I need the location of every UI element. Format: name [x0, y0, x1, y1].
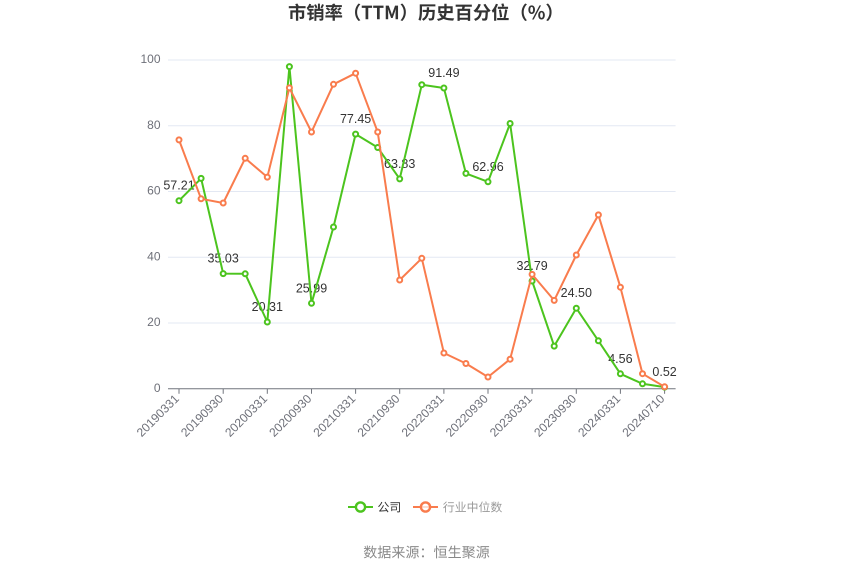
svg-text:32.79: 32.79 — [516, 259, 547, 273]
svg-text:4.56: 4.56 — [608, 352, 632, 366]
svg-text:62.96: 62.96 — [472, 160, 503, 174]
svg-text:25.99: 25.99 — [296, 281, 327, 295]
svg-text:20: 20 — [147, 315, 161, 329]
svg-text:0.52: 0.52 — [652, 365, 676, 379]
svg-text:77.45: 77.45 — [340, 112, 371, 126]
svg-text:91.49: 91.49 — [428, 66, 459, 80]
svg-text:24.50: 24.50 — [561, 286, 592, 300]
svg-text:40: 40 — [147, 249, 161, 263]
svg-text:80: 80 — [147, 118, 161, 132]
svg-text:100: 100 — [140, 52, 160, 66]
svg-text:57.21: 57.21 — [163, 179, 194, 193]
svg-text:35.03: 35.03 — [208, 252, 239, 266]
svg-text:60: 60 — [147, 184, 161, 198]
svg-text:0: 0 — [154, 381, 161, 395]
